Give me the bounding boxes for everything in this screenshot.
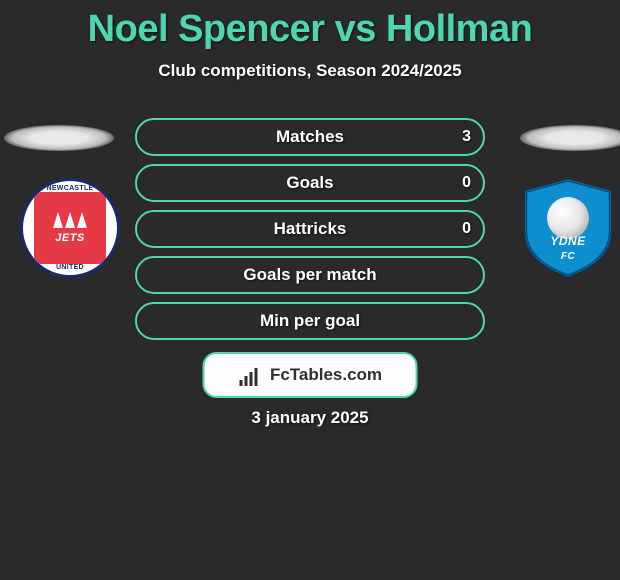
halo-right: [520, 125, 620, 151]
jets-planes-icon: [53, 212, 87, 228]
stat-label: Min per goal: [260, 311, 360, 331]
sydney-text-1: YDNE: [550, 234, 585, 248]
stat-label: Goals per match: [243, 265, 376, 285]
team-badge-right: YDNE FC: [520, 178, 620, 298]
page-title: Noel Spencer vs Hollman: [0, 0, 620, 51]
jets-label: JETS: [55, 232, 85, 244]
sydney-text-2: FC: [561, 251, 575, 262]
stat-bar: Goals per match: [135, 256, 485, 294]
halo-left: [4, 125, 114, 151]
jets-badge-icon: NEWCASTLE JETS UNITED: [20, 178, 120, 278]
stat-bar: Matches 3: [135, 118, 485, 156]
stat-label: Goals: [286, 173, 333, 193]
stat-bar: Hattricks 0: [135, 210, 485, 248]
stat-value-right: 0: [462, 174, 471, 192]
stat-value-right: 0: [462, 220, 471, 238]
date-label: 3 january 2025: [0, 408, 620, 428]
soccer-ball-icon: [547, 197, 589, 239]
stat-label: Hattricks: [274, 219, 347, 239]
jets-text-bot: UNITED: [23, 264, 117, 271]
stat-bars: Matches 3 Goals 0 Hattricks 0 Goals per …: [135, 118, 485, 340]
fctables-badge: FcTables.com: [203, 352, 418, 398]
stat-value-right: 3: [462, 128, 471, 146]
stat-label: Matches: [276, 127, 344, 147]
sydney-badge-icon: YDNE FC: [520, 178, 616, 278]
stat-bar: Min per goal: [135, 302, 485, 340]
fctables-label: FcTables.com: [270, 365, 382, 385]
jets-text-top: NEWCASTLE: [23, 185, 117, 192]
team-badge-left: NEWCASTLE JETS UNITED: [20, 178, 120, 298]
stat-bar: Goals 0: [135, 164, 485, 202]
subtitle: Club competitions, Season 2024/2025: [0, 61, 620, 81]
bar-chart-icon: [240, 368, 258, 386]
